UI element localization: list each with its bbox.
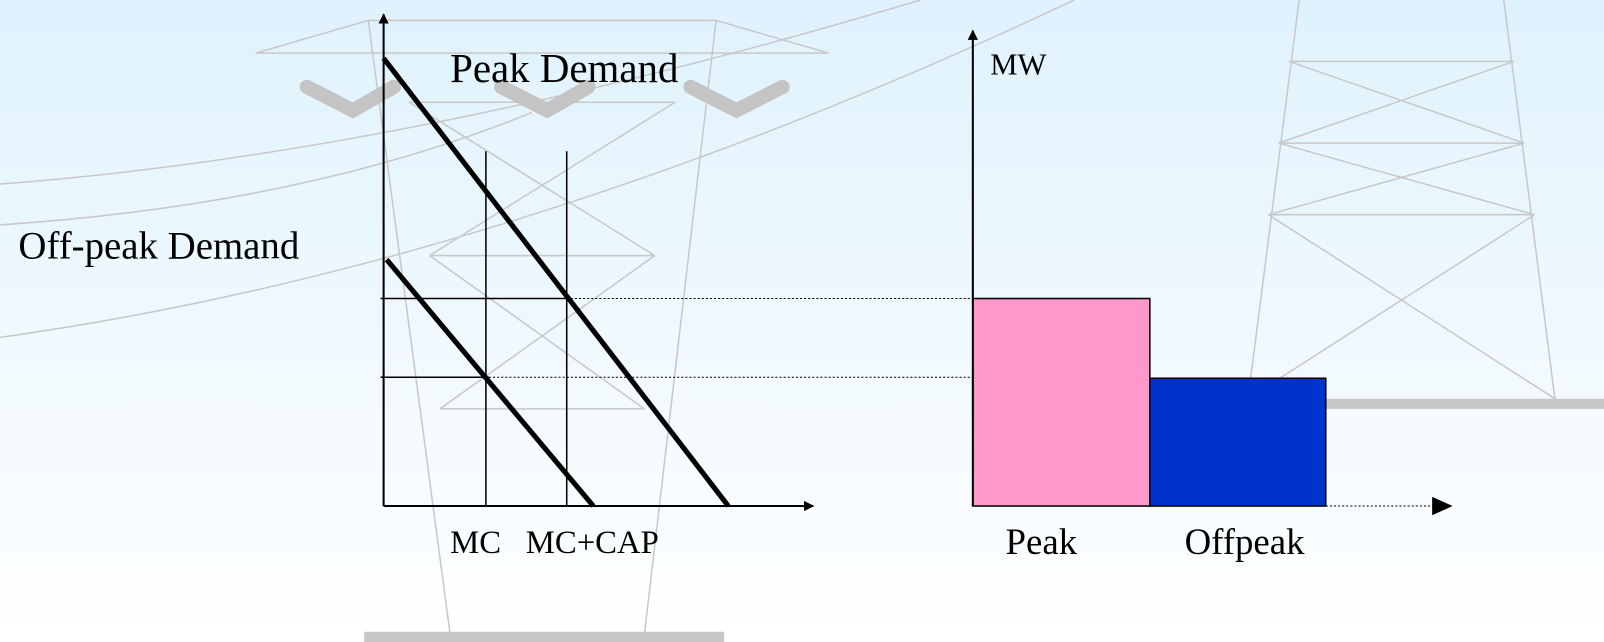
guide-lines bbox=[488, 297, 1435, 507]
offpeak-period-label: Offpeak bbox=[1185, 521, 1306, 562]
mc-label: MC bbox=[450, 525, 501, 561]
offpeak-demand-label: Off-peak Demand bbox=[18, 225, 299, 268]
peak-period-label: Peak bbox=[1006, 521, 1078, 562]
mw-label: MW bbox=[990, 48, 1046, 82]
insulators bbox=[299, 79, 790, 119]
peak-demand-curve bbox=[381, 56, 731, 508]
demand-diagram bbox=[378, 13, 815, 512]
pylon-base bbox=[364, 631, 725, 642]
offpeak-demand-curve bbox=[384, 258, 596, 508]
peak-bar bbox=[972, 297, 1151, 507]
pylon-base bbox=[1319, 398, 1604, 409]
mc-cap-label: MC+CAP bbox=[526, 525, 659, 561]
offpeak-bar bbox=[1149, 377, 1327, 507]
peak-demand-label: Peak Demand bbox=[450, 46, 678, 91]
axis-arrow bbox=[1432, 496, 1453, 516]
